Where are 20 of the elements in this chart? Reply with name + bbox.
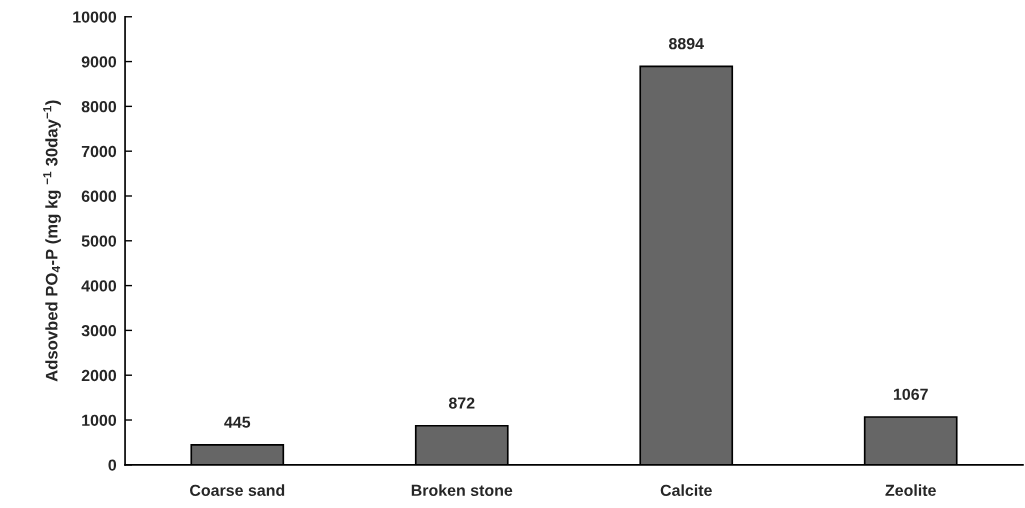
y-tick-label: 6000 [81,190,117,202]
x-tick-label: Broken stone [411,484,513,496]
y-tick-label: 2000 [81,369,117,382]
y-tick-label: 4000 [81,280,117,292]
y-tick-label: 7000 [81,145,117,158]
data-label: 8894 [668,37,704,50]
y-tick-label: 8000 [81,101,117,113]
data-label: 872 [448,397,475,409]
y-tick-label: 0 [108,459,117,471]
data-label: 445 [224,416,251,428]
data-label: 1067 [893,388,928,400]
y-axis-title: Adsovbed PO$_{4}$-P (mg kg $^{−1}$ 30day$^{−1}$) [43,100,61,382]
x-tick-label: Calcite [660,484,712,496]
y-tick-label: 3000 [81,325,117,337]
y-tick-label: 10000 [73,11,117,23]
x-tick-label: Zeolite [885,484,936,496]
y-tick-label: 9000 [81,56,117,68]
y-tick-label: 1000 [82,414,117,426]
y-tick-label: 5000 [81,235,117,247]
x-tick-label: Coarse sand [190,484,285,496]
